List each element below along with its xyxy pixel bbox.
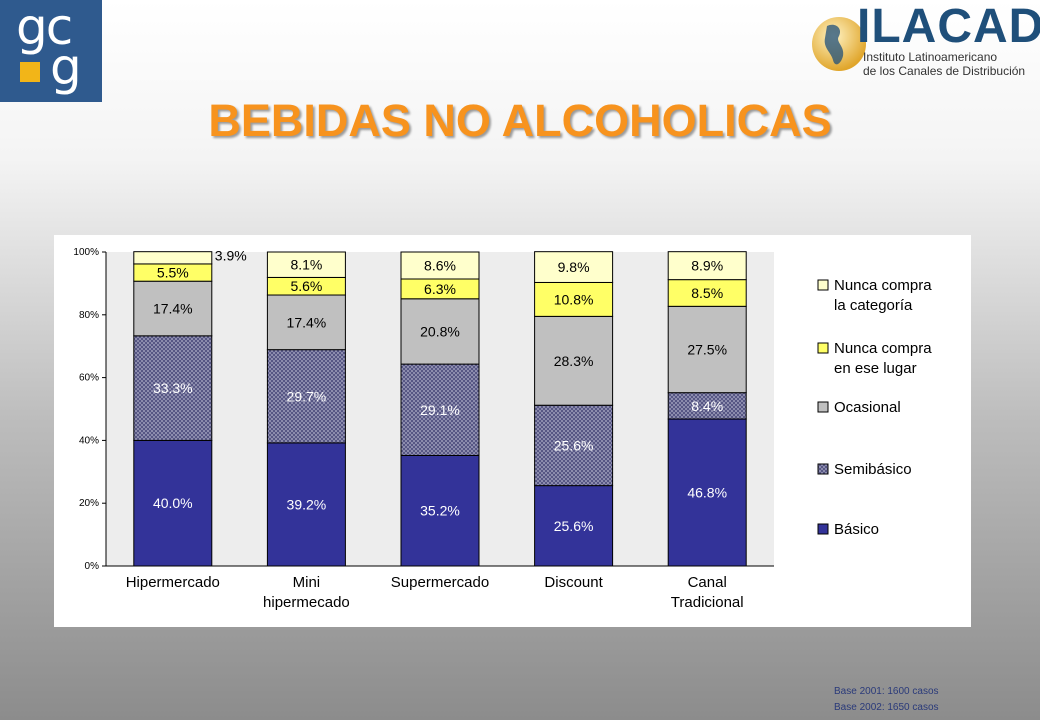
data-label: 8.5%	[691, 285, 723, 301]
data-label: 20.8%	[420, 323, 460, 339]
bar-segment	[667, 418, 747, 567]
bar-segment	[534, 404, 614, 487]
bar-segment	[400, 251, 480, 280]
ilacad-name: ILACAD	[857, 0, 1040, 53]
data-label: 46.8%	[687, 485, 727, 501]
gcg-logo-text-bottom: g	[50, 38, 82, 96]
y-tick-label: 40%	[79, 435, 99, 446]
data-label: 8.1%	[290, 257, 322, 273]
legend-swatch	[817, 401, 829, 413]
bar-segment	[266, 442, 346, 567]
base-notes: Base 2001: 1600 casos Base 2002: 1650 ca…	[834, 684, 939, 716]
legend-label: Ocasional	[834, 399, 901, 416]
x-tick-label: Tradicional	[671, 594, 744, 611]
x-tick-label: hipermecado	[263, 594, 350, 611]
data-label: 39.2%	[287, 496, 327, 512]
x-tick-label: Hipermercado	[126, 574, 220, 591]
bar-segment	[667, 392, 747, 420]
x-tick-label: Canal	[688, 574, 727, 591]
legend-swatch	[817, 523, 829, 535]
bar-segment	[133, 251, 213, 265]
data-label: 8.6%	[424, 258, 456, 274]
bar-segment	[400, 298, 480, 365]
bar-segment	[667, 279, 747, 307]
data-label: 10.8%	[554, 291, 594, 307]
bar-segment	[534, 485, 614, 567]
data-label: 9.8%	[558, 259, 590, 275]
legend-swatch	[817, 279, 829, 291]
legend-label: Nunca compra	[834, 277, 932, 294]
globe-icon	[812, 17, 866, 71]
bar-segment	[534, 315, 614, 406]
data-label: 25.6%	[554, 437, 594, 453]
bar-segment	[400, 454, 480, 567]
bar-segment	[133, 335, 213, 441]
data-label: 5.5%	[157, 265, 189, 281]
y-tick-label: 80%	[79, 310, 99, 321]
bar-segment	[266, 349, 346, 444]
x-tick-label: Supermercado	[391, 574, 489, 591]
bar-segment	[266, 294, 346, 351]
stacked-bar-chart: 0% 20% 40% 60% 80% 100% 40.0% 33.3% 17.4% 5.5% 3.9…	[73, 247, 932, 611]
x-tick-label: Discount	[544, 574, 603, 591]
base-2002-note: Base 2002: 1650 casos	[834, 702, 939, 713]
y-tick-label: 60%	[79, 373, 99, 384]
chart-panel: 0% 20% 40% 60% 80% 100% 40.0% 33.3% 17.4% 5.5% 3.9…	[54, 235, 971, 627]
gcg-logo-square	[20, 62, 40, 82]
bar-segment	[133, 280, 213, 337]
legend-label: Nunca compra	[834, 340, 932, 357]
bar-segment	[266, 251, 346, 278]
ilacad-subtitle-line2: de los Canales de Distribución	[863, 64, 1026, 78]
data-label: 5.6%	[290, 278, 322, 294]
bar-segment	[534, 251, 614, 283]
ilacad-logo: ILACAD Instituto Latinoamericano de los …	[805, 0, 1040, 82]
legend-label: Semibásico	[834, 461, 912, 478]
bar-segment	[534, 281, 614, 317]
data-label: 33.3%	[153, 380, 193, 396]
gcg-logo-text-top: gc	[16, 0, 73, 56]
data-label: 25.6%	[554, 518, 594, 534]
legend-swatch	[817, 463, 829, 475]
data-label: 8.4%	[691, 398, 723, 414]
data-label: 40.0%	[153, 495, 193, 511]
legend-label: en ese lugar	[834, 360, 917, 377]
data-label: 17.4%	[153, 301, 193, 317]
x-tick-label: Mini	[293, 574, 321, 591]
y-tick-label: 20%	[79, 498, 99, 509]
legend-label: Básico	[834, 521, 879, 538]
page-title: BEBIDAS NO ALCOHOLICAS	[208, 95, 832, 146]
bar-segment	[667, 305, 747, 394]
data-label: 27.5%	[687, 341, 727, 357]
data-label: 35.2%	[420, 503, 460, 519]
data-label: 6.3%	[424, 281, 456, 297]
data-label: 17.4%	[287, 314, 327, 330]
y-tick-label: 100%	[73, 247, 99, 258]
legend-label: la categoría	[834, 297, 913, 314]
data-label: 3.9%	[215, 248, 247, 264]
data-label: 8.9%	[691, 258, 723, 274]
ilacad-subtitle-line1: Instituto Latinoamericano	[863, 50, 998, 64]
bar-segment	[133, 439, 213, 567]
data-label: 29.1%	[420, 402, 460, 418]
y-tick-label: 0%	[85, 561, 100, 572]
bar-segment	[400, 363, 480, 456]
legend-swatch	[817, 342, 829, 354]
data-label: 28.3%	[554, 353, 594, 369]
base-2001-note: Base 2001: 1600 casos	[834, 686, 939, 697]
bar-segment	[667, 251, 747, 281]
data-label: 29.7%	[287, 388, 327, 404]
gcg-logo: gc g	[0, 0, 102, 102]
